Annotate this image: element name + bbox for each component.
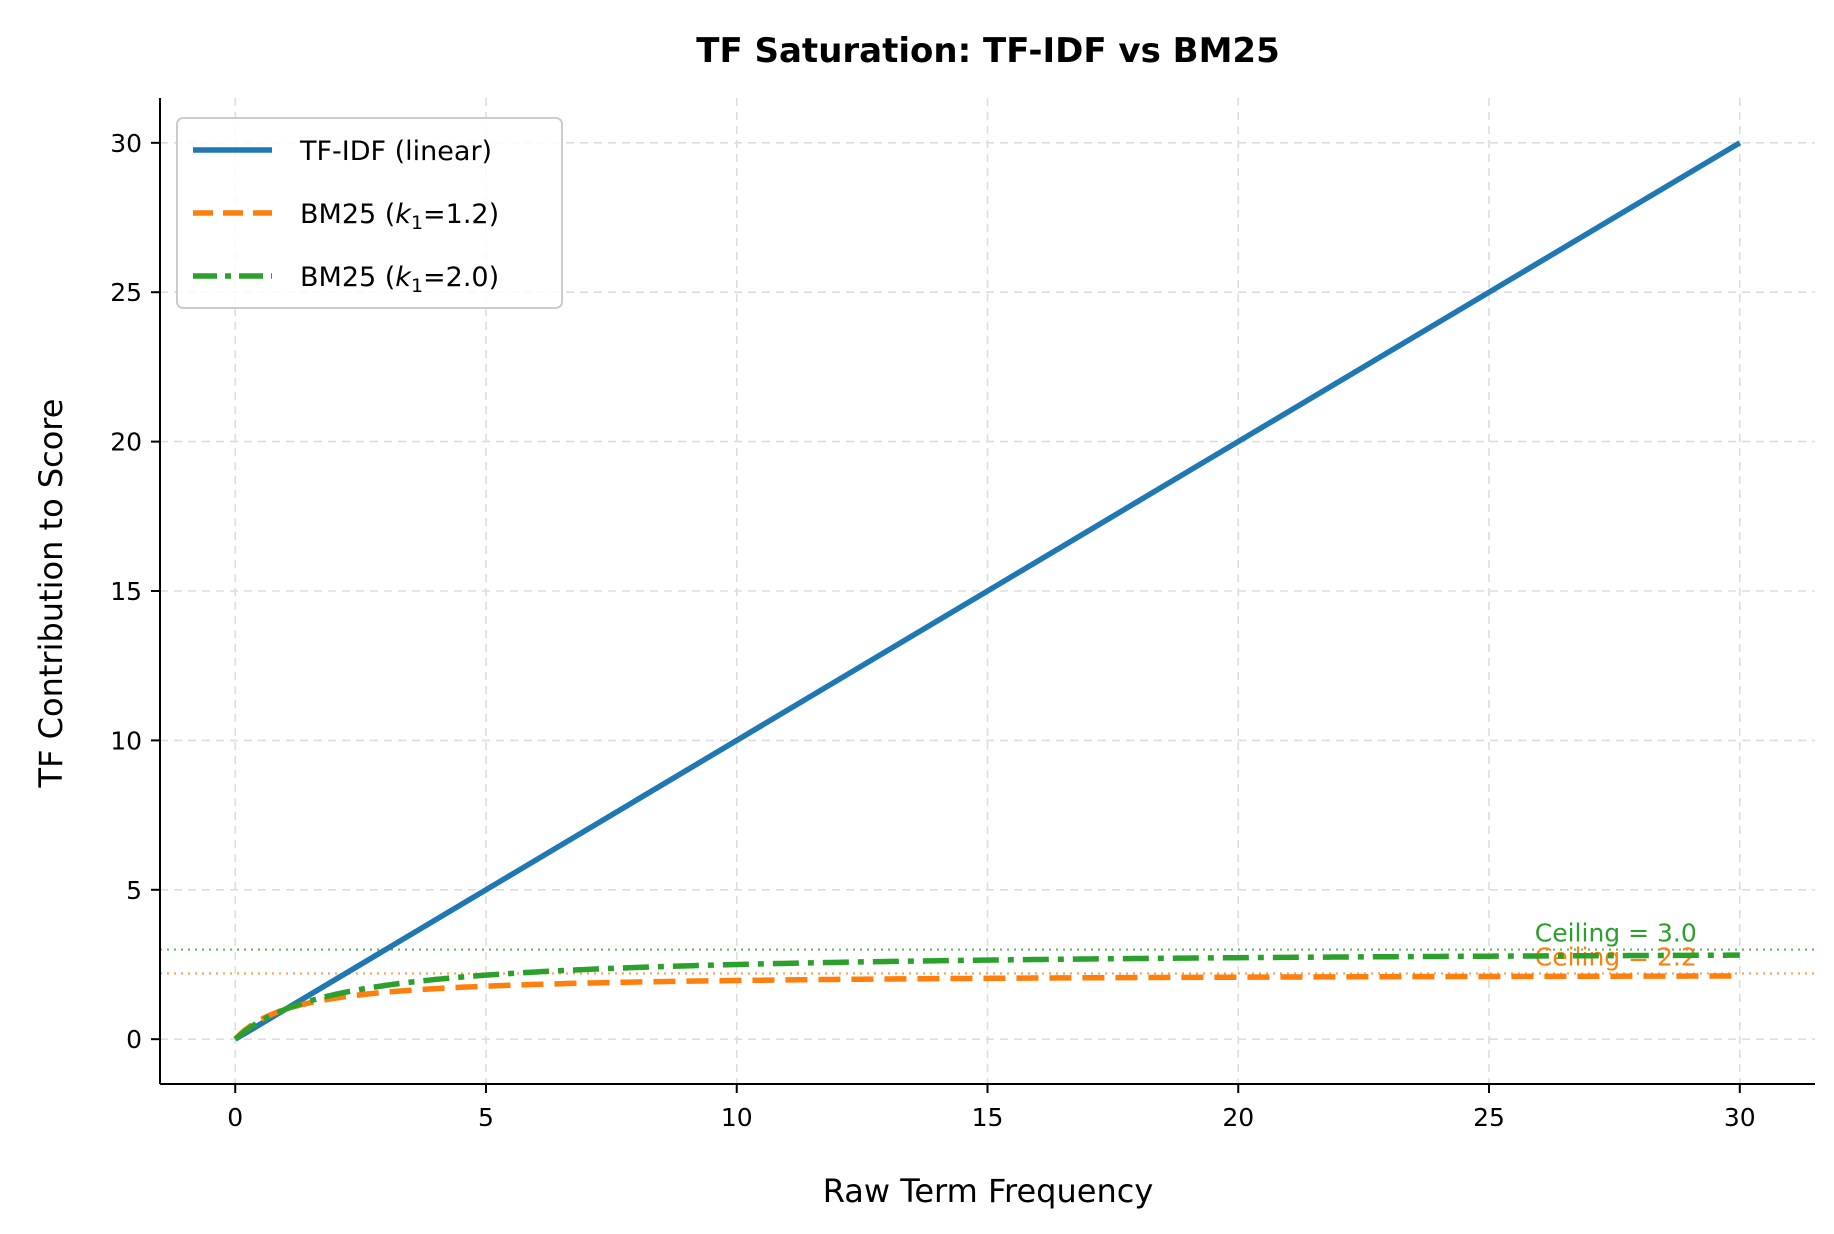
y-tick-label: 0 [126, 1025, 142, 1054]
series-lines [233, 140, 1742, 1042]
chart-title: TF Saturation: TF-IDF vs BM25 [696, 31, 1279, 71]
x-axis-label: Raw Term Frequency [823, 1172, 1154, 1210]
x-tick-label: 30 [1724, 1103, 1756, 1132]
ticks: 0 5 10 15 20 25 30 0 5 10 15 20 25 30 [110, 129, 1755, 1132]
y-tick-label: 20 [110, 428, 142, 457]
legend-label: BM25 (k1=1.2) [300, 199, 499, 234]
y-tick-label: 30 [110, 129, 142, 158]
x-tick-label: 25 [1473, 1103, 1505, 1132]
y-tick-label: 15 [110, 577, 142, 606]
y-axis-label: TF Contribution to Score [32, 399, 70, 789]
series-line [233, 140, 1742, 1042]
series-line [233, 952, 1740, 1042]
series-line [233, 973, 1740, 1042]
x-tick-label: 5 [478, 1103, 494, 1132]
ceiling-label: Ceiling = 3.0 [1535, 919, 1697, 948]
legend-label: BM25 (k1=2.0) [300, 262, 499, 297]
y-tick-label: 5 [126, 876, 142, 905]
x-tick-label: 20 [1222, 1103, 1254, 1132]
y-tick-label: 25 [110, 278, 142, 307]
legend-box [176, 117, 563, 309]
x-tick-label: 15 [972, 1103, 1004, 1132]
x-tick-label: 10 [721, 1103, 753, 1132]
legend-label: TF-IDF (linear) [299, 136, 492, 167]
y-tick-label: 10 [110, 726, 142, 755]
legend: TF-IDF (linear) BM25 (k1=1.2) BM25 (k1=2.0… [176, 117, 563, 309]
x-tick-label: 0 [227, 1103, 243, 1132]
